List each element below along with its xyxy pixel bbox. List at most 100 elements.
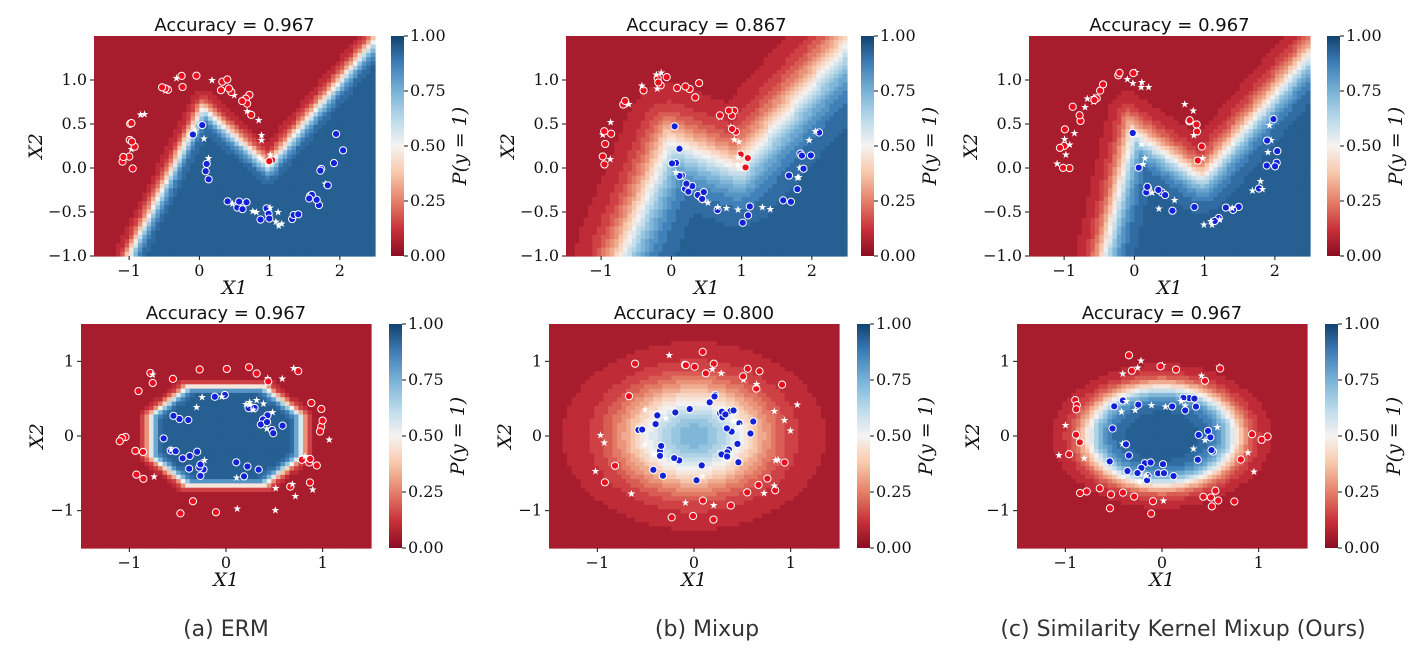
class-0-point <box>128 164 137 173</box>
class-1-point <box>698 194 707 204</box>
colorbar-tick-label: 1.00 <box>1346 26 1382 45</box>
test-point: ★ <box>230 91 239 102</box>
class-1-point <box>721 410 730 419</box>
class-0-point <box>600 127 609 136</box>
test-point: ★ <box>730 416 739 427</box>
class-1-point <box>184 415 193 425</box>
class-1-point <box>1191 402 1201 411</box>
colorbar-gradient <box>857 324 870 548</box>
test-point: ★ <box>760 488 769 499</box>
test-point: ★ <box>752 380 761 391</box>
class-1-point <box>1159 469 1169 478</box>
test-point: ★ <box>627 489 636 500</box>
test-point: ★ <box>172 74 181 85</box>
class-1-point <box>649 465 658 474</box>
colorbar-tick-label: 1.00 <box>410 26 446 45</box>
test-point: ★ <box>1083 94 1092 105</box>
class-1-point <box>1263 136 1272 145</box>
class-1-point <box>1123 466 1132 476</box>
class-1-point <box>331 129 341 139</box>
class-1-point <box>1194 430 1203 440</box>
test-point: ★ <box>734 152 743 163</box>
class-0-point <box>119 152 128 162</box>
colorbar-tick-label: 0.50 <box>1344 426 1380 445</box>
test-point: ★ <box>198 392 207 403</box>
y-axis-label: X2 <box>960 133 982 161</box>
class-0-point <box>127 119 136 128</box>
class-1-point <box>746 429 755 438</box>
test-point: ★ <box>1140 153 1149 164</box>
class-0-point <box>131 446 140 455</box>
class-1-point <box>806 151 815 160</box>
x-tick-label: −1 <box>118 553 142 572</box>
class-1-point <box>713 205 722 215</box>
test-point: ★ <box>232 473 241 484</box>
x-tick-label: 2 <box>335 261 345 280</box>
class-1-point <box>242 198 251 207</box>
test-point: ★ <box>606 118 615 129</box>
class-0-point <box>736 150 745 159</box>
test-point: ★ <box>811 126 820 137</box>
class-0-point <box>777 380 787 389</box>
class-1-point <box>243 462 252 471</box>
class-1-point <box>710 392 719 401</box>
class-0-point <box>317 404 326 414</box>
test-point: ★ <box>653 84 662 95</box>
test-point: ★ <box>735 137 744 148</box>
test-point: ★ <box>262 424 271 435</box>
test-point: ★ <box>793 400 802 411</box>
class-1-point <box>201 167 210 176</box>
test-point: ★ <box>722 204 731 215</box>
y-axis-label: X2 <box>25 133 47 161</box>
class-1-point <box>1179 393 1188 402</box>
x-tick-label: 1 <box>1200 261 1210 280</box>
class-0-point <box>1200 376 1210 385</box>
test-point: ★ <box>786 426 795 437</box>
class-0-point <box>743 364 752 373</box>
y-tick-label: 1.0 <box>62 70 87 89</box>
data-points: ★★★★★★★★★★★★★★★★★★★★★★★★★★★ <box>115 363 334 518</box>
class-1-point <box>670 122 679 131</box>
x-tick-label: −1 <box>1054 553 1078 572</box>
test-point: ★ <box>266 203 275 214</box>
test-point: ★ <box>233 504 242 515</box>
test-point: ★ <box>289 363 298 374</box>
test-point: ★ <box>794 172 803 183</box>
class-0-point <box>318 416 327 425</box>
y-tick-label: −0.5 <box>983 202 1022 221</box>
test-point: ★ <box>596 431 605 442</box>
class-1-point <box>1118 396 1128 405</box>
test-point: ★ <box>771 456 780 467</box>
class-1-point <box>235 197 244 206</box>
class-1-point <box>1158 460 1168 469</box>
class-0-point <box>690 362 699 371</box>
y-tick-label: −0.5 <box>520 202 559 221</box>
x-axis-label: X1 <box>211 569 239 591</box>
test-point: ★ <box>1118 369 1127 380</box>
class-0-point <box>1211 486 1220 495</box>
class-0-point <box>698 347 707 356</box>
class-1-point <box>735 419 744 428</box>
class-1-point <box>185 464 194 473</box>
test-point: ★ <box>274 207 283 218</box>
class-0-point <box>115 437 124 446</box>
test-point: ★ <box>1159 496 1168 507</box>
class-0-point <box>1206 493 1216 502</box>
axes: −1 0 1 2 1.0 0.5 0.0 −0.5 −1.0 <box>983 70 1280 280</box>
class-1-point <box>1143 182 1152 191</box>
class-0-point <box>1075 488 1085 498</box>
class-0-point <box>1118 488 1128 497</box>
colorbar: 1.00 0.75 0.50 0.25 0.00 P(y = 1) <box>857 314 937 557</box>
class-1-point <box>697 461 706 470</box>
class-0-point <box>1247 430 1257 439</box>
class-0-point <box>600 160 609 169</box>
colorbar-label: P(y = 1) <box>1383 397 1405 476</box>
test-point: ★ <box>1249 467 1258 478</box>
data-points: ★★★★★★★★★★★★★★★★★★★★★★★★★ <box>118 71 348 232</box>
class-0-point <box>265 157 274 166</box>
class-0-point <box>639 86 648 95</box>
x-axis-label: X1 <box>1147 569 1175 591</box>
class-0-point <box>755 367 764 376</box>
test-point: ★ <box>1248 186 1257 197</box>
panel-title: Accuracy = 0.967 <box>1089 15 1249 36</box>
